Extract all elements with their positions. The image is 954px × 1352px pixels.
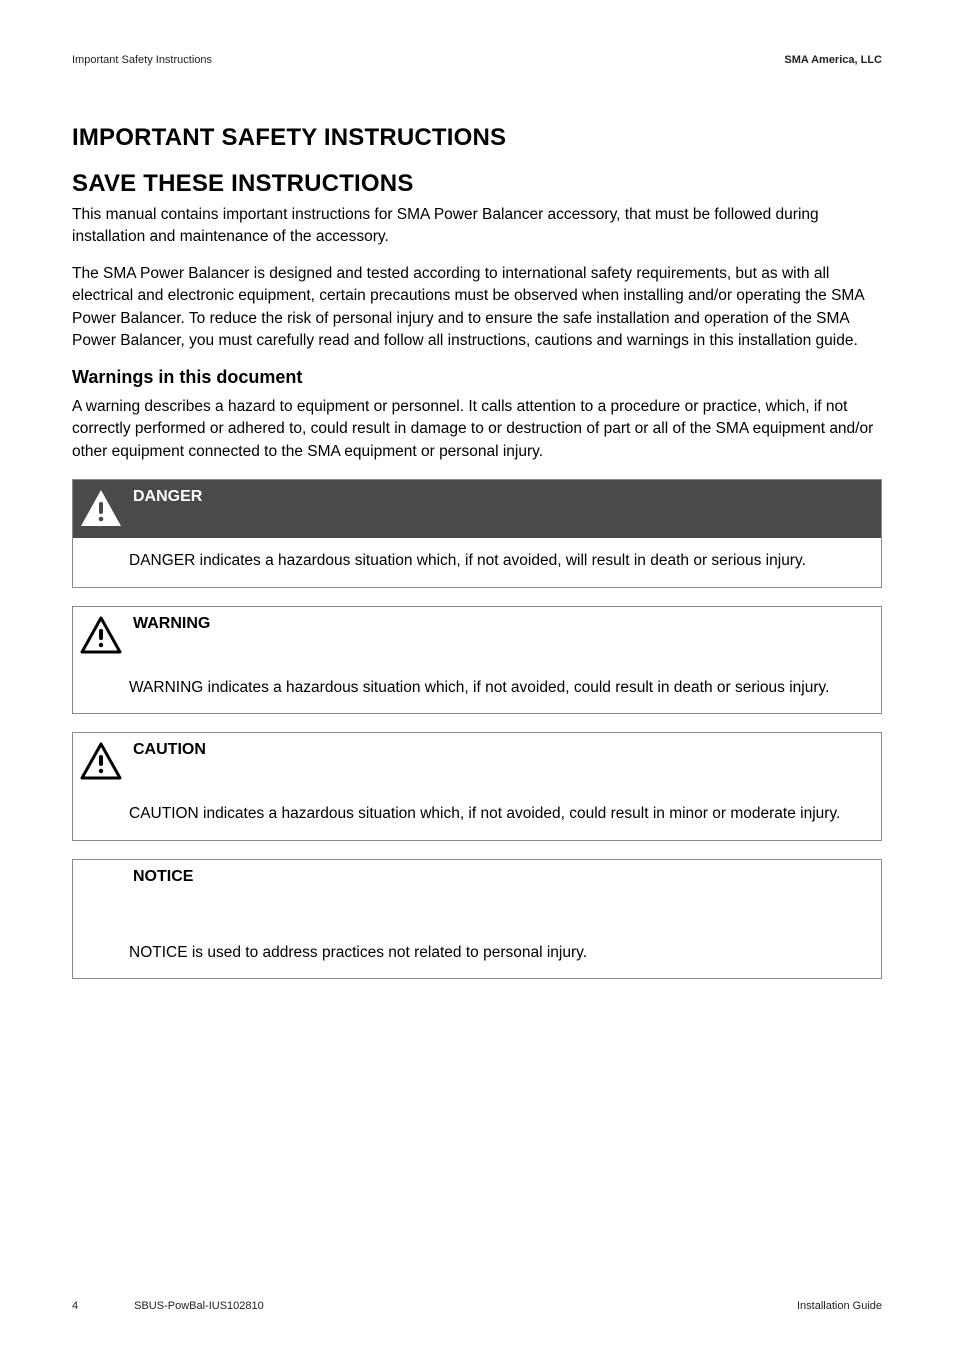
footer-left: 4 SBUS-PowBal-IUS102810 [72, 1300, 264, 1312]
footer-doc-id: SBUS-PowBal-IUS102810 [134, 1300, 264, 1312]
intro-p1: This manual contains important instructi… [72, 204, 882, 249]
footer-row: 4 SBUS-PowBal-IUS102810 Installation Gui… [72, 1300, 882, 1312]
warning-body: WARNING indicates a hazardous situation … [73, 665, 881, 713]
title-main: IMPORTANT SAFETY INSTRUCTIONS [72, 124, 882, 152]
warning-triangle-icon [73, 607, 129, 663]
notice-label: NOTICE [129, 860, 203, 886]
caution-label: CAUTION [129, 733, 216, 759]
footer-right: Installation Guide [797, 1300, 882, 1312]
header-left: Important Safety Instructions [72, 54, 212, 66]
warning-triangle-icon [73, 733, 129, 789]
warnings-heading: Warnings in this document [72, 367, 882, 388]
header-row: Important Safety Instructions SMA Americ… [72, 54, 882, 66]
title-sub: SAVE THESE INSTRUCTIONS [72, 170, 882, 198]
warning-triangle-icon [73, 480, 129, 536]
danger-label: DANGER [129, 480, 212, 506]
warnings-p: A warning describes a hazard to equipmen… [72, 396, 882, 463]
header-right: SMA America, LLC [784, 54, 882, 66]
danger-body: DANGER indicates a hazardous situation w… [73, 538, 881, 586]
notice-body: NOTICE is used to address practices not … [73, 930, 881, 978]
notice-head: NOTICE [73, 860, 881, 930]
footer-page-number: 4 [72, 1300, 78, 1312]
intro-p2: The SMA Power Balancer is designed and t… [72, 263, 882, 353]
notice-box: NOTICE NOTICE is used to address practic… [72, 859, 882, 979]
caution-head: CAUTION [73, 733, 881, 791]
page: Important Safety Instructions SMA Americ… [0, 0, 954, 1352]
warning-box: WARNING WARNING indicates a hazardous si… [72, 606, 882, 714]
danger-box: DANGER DANGER indicates a hazardous situ… [72, 479, 882, 587]
caution-body: CAUTION indicates a hazardous situation … [73, 791, 881, 839]
warning-head: WARNING [73, 607, 881, 665]
caution-box: CAUTION CAUTION indicates a hazardous si… [72, 732, 882, 840]
notice-icon-empty [73, 860, 129, 916]
warning-label: WARNING [129, 607, 220, 633]
danger-head: DANGER [73, 480, 881, 538]
